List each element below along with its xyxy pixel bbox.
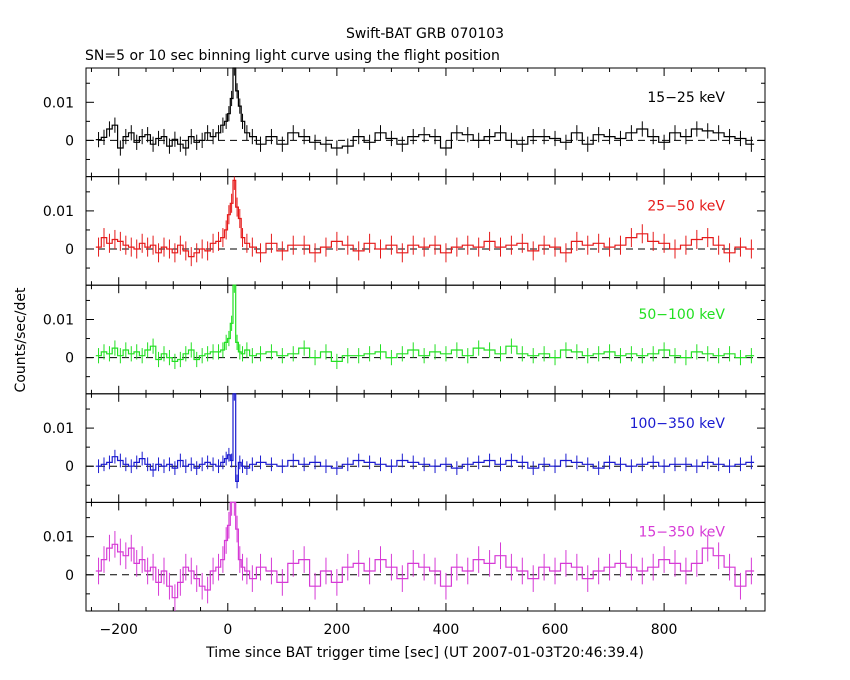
panel-frame: [85, 501, 766, 612]
band-label: 50−100 keV: [638, 307, 725, 323]
panel-4: 0 0.01 100−350 keV: [43, 393, 766, 503]
x-tick-label: 600: [542, 622, 569, 638]
band-label: 25−50 keV: [647, 199, 725, 215]
panel-frame: [85, 284, 766, 395]
y-axis-label: Counts/sec/det: [13, 287, 29, 392]
band-label: 100−350 keV: [630, 416, 726, 432]
band-label: 15−350 keV: [638, 524, 725, 540]
band-label: 15−25 keV: [647, 90, 725, 106]
chart-subtitle: SN=5 or 10 sec binning light curve using…: [85, 48, 500, 64]
series-line: [95, 501, 755, 599]
series-line: [95, 284, 755, 362]
panel-frame: [85, 393, 766, 503]
y-tick-label: 0.01: [43, 312, 74, 328]
panel-5: 0 0.01 15−350 keV: [43, 501, 766, 612]
panel-2: 0 0.01 25−50 keV: [43, 176, 766, 286]
y-tick-label: 0.01: [43, 95, 74, 111]
panel-3: 0 0.01 50−100 keV: [43, 284, 766, 395]
x-tick-label: 800: [651, 622, 678, 638]
series-line: [95, 179, 755, 258]
x-tick-label: −200: [99, 622, 137, 638]
series-line: [95, 67, 755, 149]
panel-1: 0 0.01 15−25 keV: [43, 67, 766, 178]
series-line: [95, 393, 755, 482]
y-tick-label: 0.01: [43, 421, 74, 437]
x-tick-label: 400: [433, 622, 460, 638]
y-tick-label: 0: [65, 351, 74, 367]
chart-title: Swift-BAT GRB 070103: [346, 26, 504, 42]
y-tick-label: 0: [65, 242, 74, 258]
panel-frame: [85, 67, 766, 178]
panel-frame: [85, 176, 766, 286]
y-tick-label: 0.01: [43, 204, 74, 220]
y-tick-label: 0: [65, 459, 74, 475]
x-tick-label: 200: [324, 622, 351, 638]
y-tick-label: 0: [65, 133, 74, 149]
panels-group: 0 0.01 15−25 keV 0 0.01 25−50 keV 0 0.01 50−100 …: [43, 67, 766, 638]
y-tick-label: 0.01: [43, 530, 74, 546]
y-tick-label: 0: [65, 568, 74, 584]
x-tick-label: 0: [223, 622, 232, 638]
x-axis-label: Time since BAT trigger time [sec] (UT 20…: [205, 645, 644, 661]
